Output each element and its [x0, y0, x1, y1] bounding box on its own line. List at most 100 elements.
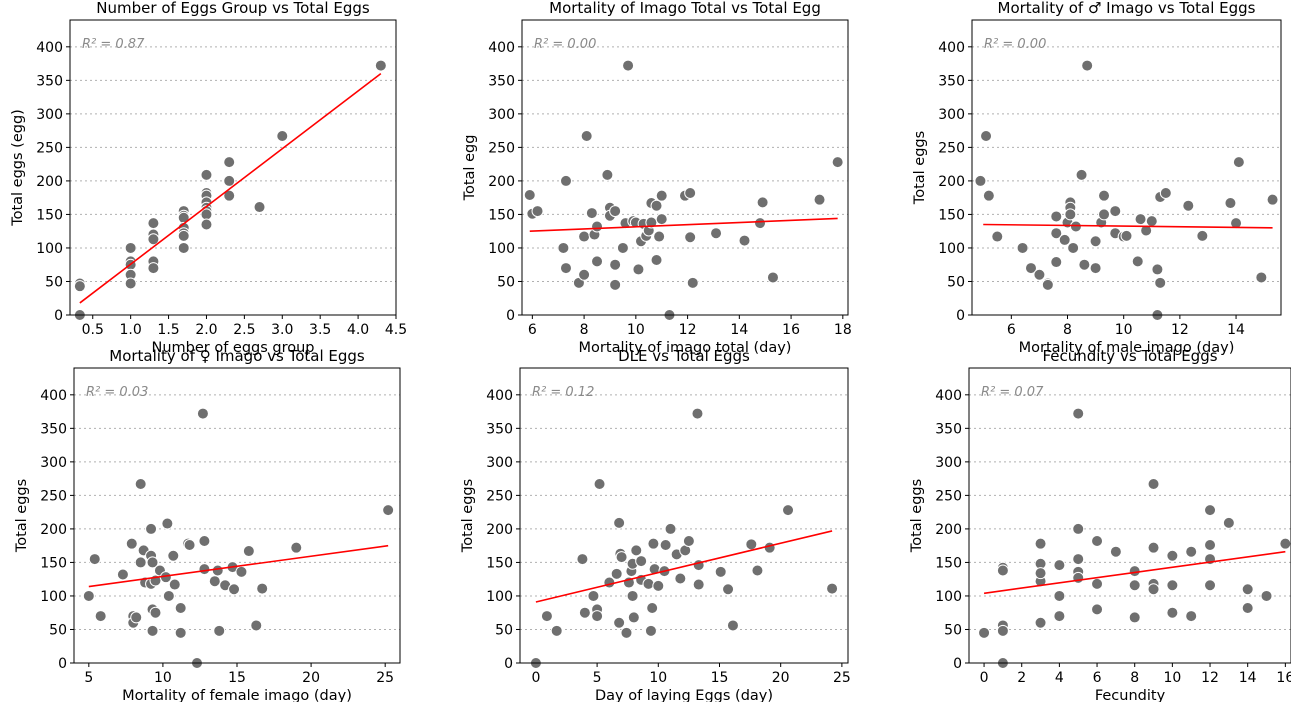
data-point — [559, 174, 572, 187]
chart-title: Mortality of ♂ Imago vs Total Eggs — [998, 0, 1256, 17]
y-tick-label: 0 — [956, 308, 965, 324]
data-point — [722, 583, 735, 596]
data-point — [1128, 579, 1141, 592]
data-point — [1131, 255, 1144, 268]
data-point — [250, 619, 263, 632]
y-tick-label: 0 — [58, 656, 67, 672]
regression-line — [983, 550, 1286, 595]
data-point — [751, 564, 764, 577]
data-point — [626, 589, 639, 602]
data-point — [991, 230, 1004, 243]
scatter-panel-1: 0 50 100 150 200 250 300 350 400 0.5 1.0 1.5 2.0 2.5 3… — [10, 0, 407, 356]
x-axis-label: Mortality of female imago (day) — [122, 688, 352, 702]
scatter-panel-2: 0 50 100 150 200 250 300 350 400 6 8 10 12 14 16 18 R² =… — [462, 0, 852, 356]
data-point — [1064, 208, 1077, 221]
x-tick-label: 14 — [1239, 670, 1257, 686]
data-point — [684, 186, 697, 199]
x-tick-label: 8 — [1063, 322, 1072, 338]
data-point — [382, 504, 395, 517]
data-point — [1120, 229, 1133, 242]
regression-line — [88, 544, 389, 588]
data-point — [124, 241, 137, 254]
data-point — [646, 602, 659, 615]
data-point — [726, 619, 739, 632]
data-point — [1151, 263, 1164, 276]
data-point — [682, 534, 695, 547]
data-point — [1109, 545, 1122, 558]
data-point — [1230, 217, 1243, 230]
data-point — [591, 220, 604, 233]
r-squared-label: R² = 0.07 — [981, 385, 1044, 400]
x-tick-label: 12 — [1171, 322, 1189, 338]
y-tick-label: 350 — [488, 73, 515, 89]
data-point — [1166, 579, 1179, 592]
data-point — [1016, 241, 1029, 254]
x-tick-label: 18 — [834, 322, 852, 338]
data-point — [1185, 545, 1198, 558]
data-point — [980, 129, 993, 142]
x-tick-label: 5 — [593, 670, 602, 686]
data-point — [147, 262, 160, 275]
data-point — [1266, 193, 1279, 206]
y-tick-label: 250 — [935, 488, 962, 504]
data-point — [1034, 567, 1047, 580]
regression-line — [529, 217, 838, 232]
data-point — [578, 230, 591, 243]
y-tick-label: 100 — [40, 589, 67, 605]
data-point — [996, 624, 1009, 637]
r-squared-label: R² = 0.00 — [534, 37, 596, 52]
data-point — [161, 517, 174, 530]
data-point — [1166, 606, 1179, 619]
y-tick-label: 0 — [506, 308, 515, 324]
data-point — [1128, 565, 1141, 578]
data-point — [1154, 276, 1167, 289]
x-tick-label: 2.0 — [195, 322, 217, 338]
y-tick-label: 250 — [36, 140, 63, 156]
data-point — [1058, 233, 1071, 246]
data-point — [1098, 208, 1111, 221]
data-point — [1053, 559, 1066, 572]
x-tick-label: 6 — [1007, 322, 1016, 338]
y-tick-label: 150 — [488, 207, 515, 223]
data-point — [1033, 268, 1046, 281]
data-point — [1078, 258, 1091, 271]
data-point — [1069, 220, 1082, 233]
data-point — [647, 537, 660, 550]
data-point — [162, 589, 175, 602]
data-point — [1034, 616, 1047, 629]
plot-frame — [69, 19, 397, 316]
data-point — [659, 539, 672, 551]
data-point — [223, 189, 236, 202]
data-point — [674, 572, 687, 585]
data-point — [1204, 504, 1217, 517]
data-point — [1128, 611, 1141, 624]
regression-line — [79, 72, 382, 304]
y-tick-label: 250 — [40, 488, 67, 504]
plot-frame — [971, 19, 1282, 316]
x-axis-label: Day of laying Eggs (day) — [595, 688, 773, 702]
x-tick-label: 15 — [228, 670, 246, 686]
y-axis-label: Total eggs — [912, 131, 928, 205]
data-point — [1134, 213, 1147, 226]
y-tick-label: 100 — [486, 589, 513, 605]
y-tick-label: 0 — [54, 308, 63, 324]
data-point — [738, 234, 751, 247]
y-tick-label: 100 — [935, 589, 962, 605]
data-point — [88, 553, 101, 566]
scatter-panel-5: 0 50 100 150 200 250 300 350 400 0 5 10 15 20 25 R² = 0… — [460, 347, 851, 702]
data-point — [692, 578, 705, 591]
y-tick-label: 400 — [935, 388, 962, 404]
data-point — [585, 207, 598, 220]
regression-line — [535, 530, 833, 603]
data-point — [756, 196, 769, 209]
y-tick-label: 400 — [486, 388, 513, 404]
data-point — [1232, 156, 1245, 169]
data-point — [650, 254, 663, 267]
y-tick-label: 50 — [497, 274, 515, 290]
y-tick-label: 350 — [938, 73, 965, 89]
data-point — [198, 534, 211, 547]
data-point — [1260, 589, 1273, 602]
x-tick-label: 3.5 — [309, 322, 331, 338]
data-point — [559, 262, 572, 275]
data-point — [130, 611, 143, 624]
